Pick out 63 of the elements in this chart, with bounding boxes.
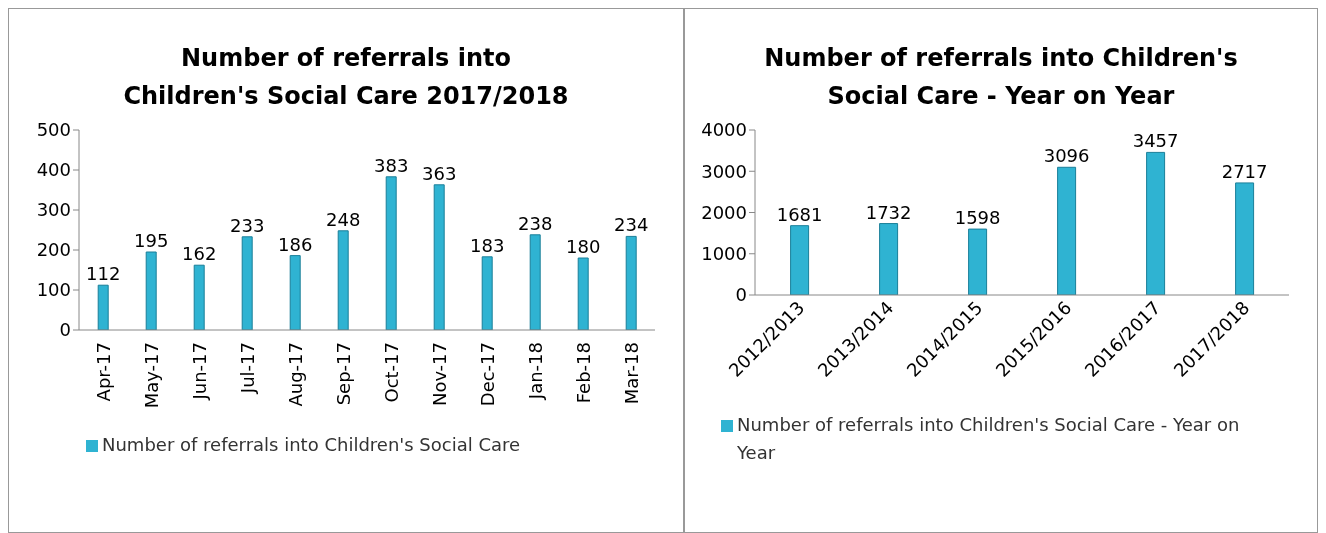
x-tick-label: Jul-17: [237, 342, 258, 395]
y-tick-label: 2000: [701, 201, 747, 223]
bar: [337, 230, 349, 330]
x-tick-label: Mar-18: [621, 342, 642, 405]
x-tick-label: Sep-17: [333, 342, 354, 406]
x-tick-label: Feb-18: [573, 342, 594, 404]
x-tick-label: Nov-17: [429, 342, 450, 407]
bar: [968, 228, 988, 295]
data-label: 233: [230, 214, 265, 236]
y-tick-label: 200: [36, 239, 71, 261]
data-label: 3457: [1132, 130, 1179, 152]
data-label: 180: [566, 236, 601, 257]
bar: [97, 284, 109, 330]
bar: [879, 223, 899, 295]
data-label: 1681: [776, 203, 823, 225]
y-tick-label: 400: [36, 159, 71, 181]
data-label: 238: [518, 212, 553, 234]
bar: [193, 264, 205, 330]
y-tick-label: 3000: [701, 160, 747, 182]
bar: [385, 176, 397, 330]
y-tick-label: 300: [36, 199, 71, 221]
x-tick-label: Apr-17: [93, 342, 114, 402]
data-label: 363: [422, 162, 457, 184]
bar: [625, 235, 637, 330]
y-tick-label: 100: [36, 279, 71, 301]
y-tick-label: 0: [735, 284, 747, 306]
data-label: 234: [614, 214, 649, 236]
bar: [241, 236, 253, 330]
chart-title: Number of referrals into Children's Social Care - Year on Year: [763, 43, 1239, 112]
data-label: 1732: [865, 201, 912, 223]
bar: [481, 256, 493, 330]
bar: [1235, 182, 1255, 295]
x-tick-label: Oct-17: [381, 342, 402, 403]
bar: [529, 234, 541, 330]
bar: [433, 184, 445, 330]
x-tick-label: Aug-17: [285, 342, 306, 407]
bar: [289, 255, 301, 330]
data-label: 3096: [1043, 145, 1090, 167]
y-tick-label: 4000: [701, 119, 747, 141]
bar: [790, 225, 810, 295]
x-tick-label: May-17: [141, 342, 162, 409]
bar: [1146, 151, 1166, 295]
data-label: 383: [374, 154, 409, 176]
data-label: 2717: [1221, 160, 1268, 182]
x-tick-label: Jan-18: [525, 342, 546, 401]
data-label: 183: [470, 234, 505, 256]
data-label: 112: [86, 263, 121, 285]
data-label: 186: [278, 233, 313, 255]
data-label: 1598: [954, 207, 1001, 229]
bar: [577, 257, 589, 330]
legend-label: Number of referrals into Children's Social Care - Year on Year: [737, 413, 1241, 465]
x-tick-label: Jun-17: [189, 342, 210, 401]
data-label: 195: [134, 230, 169, 251]
legend-label: Number of referrals into Children's Social Care: [102, 433, 521, 457]
chart-title: Number of referrals into Children's Social Care 2017/2018: [122, 43, 570, 112]
bar: [1057, 166, 1077, 295]
y-tick-label: 1000: [701, 243, 747, 265]
y-tick-label: 0: [59, 319, 71, 341]
bar: [145, 251, 157, 330]
data-label: 248: [326, 208, 361, 230]
data-label: 162: [182, 243, 217, 265]
y-tick-label: 500: [36, 119, 71, 141]
x-tick-label: Dec-17: [477, 342, 498, 407]
